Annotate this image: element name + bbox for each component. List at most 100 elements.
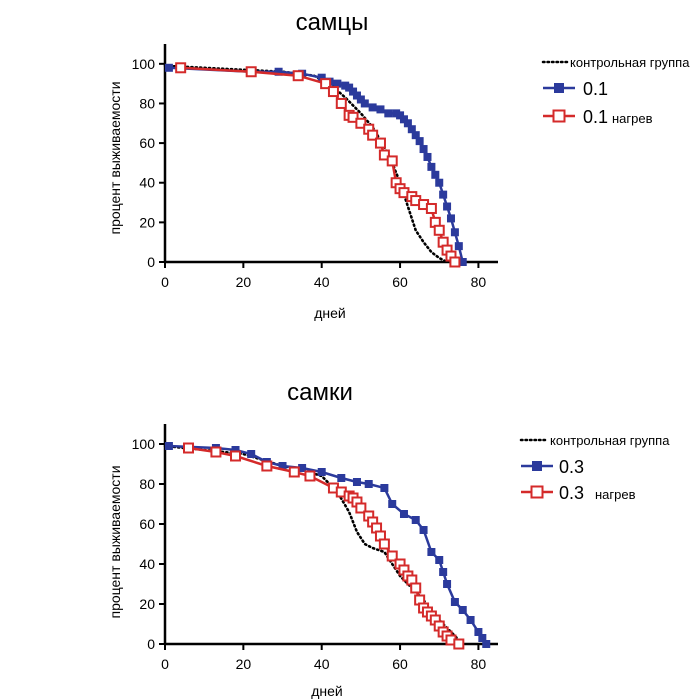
data-point-treatment (388, 500, 397, 508)
data-point-treatment (439, 190, 448, 199)
y-axis-label: процент выживаемости (107, 81, 123, 234)
data-point-heated (320, 78, 332, 90)
y-tick-label: 20 (139, 596, 155, 612)
data-point-heated (386, 550, 398, 562)
data-point-treatment (427, 162, 436, 171)
x-tick-label: 40 (314, 656, 330, 672)
x-tick-label: 0 (161, 274, 169, 290)
data-point-heated (210, 446, 222, 458)
legend-marker-treatment (532, 461, 542, 471)
legend: контрольная группа 0.1 0.1 нагрев (541, 55, 690, 127)
y-tick-label: 40 (139, 175, 155, 191)
data-point-treatment (431, 170, 440, 179)
data-point-treatment (399, 510, 408, 518)
x-tick-label: 20 (236, 274, 252, 290)
data-point-heated (327, 86, 339, 98)
data-point-treatment (411, 516, 420, 524)
data-point-treatment (298, 464, 307, 472)
data-point-heated (175, 62, 187, 74)
data-point-treatment (360, 99, 369, 108)
data-point-treatment (333, 79, 342, 88)
data-point-treatment (427, 548, 436, 556)
data-point-treatment (278, 462, 287, 470)
data-point-treatment (419, 145, 428, 154)
data-point-treatment (317, 468, 326, 476)
data-point-treatment (231, 446, 240, 454)
data-point-heated (230, 450, 242, 462)
data-point-heated (183, 442, 195, 454)
data-point-heated (378, 149, 390, 161)
legend-label-heated: 0.1 (583, 107, 608, 127)
chart-title: самки (287, 379, 353, 406)
data-point-heated (378, 538, 390, 550)
data-point-heated (453, 638, 465, 650)
data-point-heated (449, 256, 461, 268)
data-point-heated (245, 66, 257, 78)
y-tick-label: 0 (147, 636, 155, 652)
data-point-treatment (454, 242, 463, 251)
data-point-heated (374, 137, 386, 149)
data-point-treatment (415, 137, 424, 146)
data-point-treatment (478, 634, 487, 642)
y-tick-label: 80 (139, 476, 155, 492)
data-point-heated (261, 460, 273, 472)
x-tick-label: 80 (471, 656, 487, 672)
data-point-heated (292, 70, 304, 82)
x-tick-label: 40 (314, 274, 330, 290)
series-line-heated (180, 66, 456, 263)
data-point-treatment (450, 228, 459, 237)
data-point-heated (425, 202, 437, 214)
data-point-treatment (384, 109, 393, 118)
data-point-treatment (368, 103, 377, 112)
legend-label-control: контрольная группа (550, 433, 670, 448)
data-point-heated (410, 582, 422, 594)
data-point-treatment (337, 474, 346, 482)
data-point-heated (335, 97, 347, 109)
series-layer (163, 442, 491, 650)
legend-annotation-heated: нагрев (595, 487, 636, 502)
x-tick-label: 20 (236, 656, 252, 672)
data-point-treatment (411, 131, 420, 140)
data-point-treatment (458, 258, 467, 266)
data-point-heated (367, 129, 379, 141)
data-point-heated (347, 111, 359, 123)
y-tick-label: 80 (139, 95, 155, 111)
series-line-treatment (168, 444, 488, 645)
data-point-treatment (247, 450, 256, 458)
x-tick-label: 0 (161, 656, 169, 672)
data-point-treatment (435, 556, 444, 564)
y-tick-label: 40 (139, 556, 155, 572)
data-point-treatment (446, 214, 455, 223)
legend-label-heated: 0.3 (559, 483, 584, 503)
data-point-treatment (317, 73, 326, 82)
x-tick-label: 60 (392, 274, 408, 290)
legend-label-control: контрольная группа (570, 55, 690, 70)
data-point-treatment (274, 67, 283, 76)
data-point-treatment (352, 478, 361, 486)
data-point-treatment (380, 484, 389, 492)
x-axis-label: дней (311, 683, 343, 699)
data-point-treatment (376, 105, 385, 114)
y-tick-label: 0 (147, 254, 155, 270)
data-point-treatment (443, 580, 452, 588)
series-line-control (163, 64, 449, 264)
legend-marker-heated (552, 109, 566, 123)
legend-marker-heated (530, 485, 544, 499)
data-point-treatment (407, 125, 416, 134)
data-point-heated (386, 155, 398, 167)
axes: 0 20 40 60 80 100 0 20 40 60 80 (132, 44, 498, 290)
legend-label-treatment: 0.3 (559, 457, 584, 477)
axes: 0 20 40 60 80 100 0 20 40 60 80 (132, 424, 498, 672)
legend: контрольная группа 0.3 0.3 нагрев (519, 433, 670, 503)
y-tick-label: 60 (139, 135, 155, 151)
legend-marker-treatment (554, 83, 564, 93)
panel-females: самки процент выживаемости дней 0 20 40 60 8… (107, 379, 670, 699)
y-tick-label: 60 (139, 516, 155, 532)
y-tick-label: 20 (139, 214, 155, 230)
y-tick-label: 100 (132, 56, 156, 72)
x-tick-label: 80 (471, 274, 487, 290)
panel-males: самцы процент выживаемости дней 0 20 40 60 8… (107, 9, 690, 321)
data-point-heated (433, 224, 445, 236)
x-tick-label: 60 (392, 656, 408, 672)
